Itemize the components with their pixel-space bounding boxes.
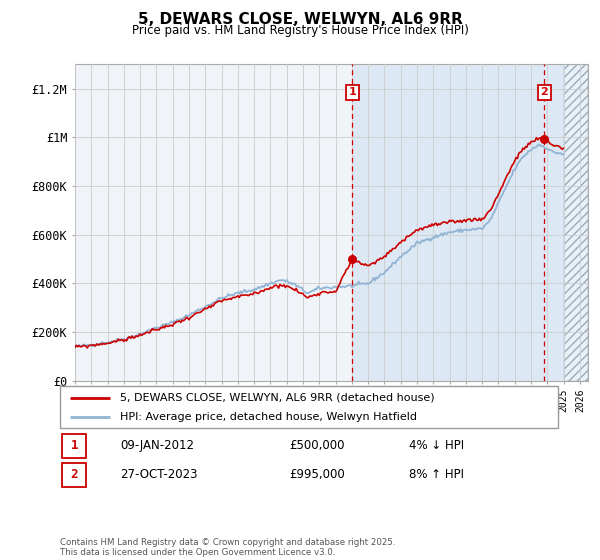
Bar: [352, 64, 588, 381]
Text: 1: 1: [349, 87, 356, 97]
Text: Price paid vs. HM Land Registry's House Price Index (HPI): Price paid vs. HM Land Registry's House …: [131, 24, 469, 36]
Text: HPI: Average price, detached house, Welwyn Hatfield: HPI: Average price, detached house, Welw…: [120, 412, 417, 422]
Text: 1: 1: [71, 439, 78, 452]
Text: 8% ↑ HPI: 8% ↑ HPI: [409, 468, 464, 482]
FancyBboxPatch shape: [62, 463, 86, 487]
Text: 27-OCT-2023: 27-OCT-2023: [120, 468, 197, 482]
Text: 5, DEWARS CLOSE, WELWYN, AL6 9RR (detached house): 5, DEWARS CLOSE, WELWYN, AL6 9RR (detach…: [120, 393, 434, 403]
Text: 09-JAN-2012: 09-JAN-2012: [120, 439, 194, 452]
Text: 2: 2: [71, 468, 78, 482]
Bar: [563, 64, 588, 381]
Text: £995,000: £995,000: [289, 468, 345, 482]
FancyBboxPatch shape: [62, 434, 86, 458]
Text: 2: 2: [541, 87, 548, 97]
FancyBboxPatch shape: [60, 386, 558, 428]
Text: 4% ↓ HPI: 4% ↓ HPI: [409, 439, 464, 452]
Text: £500,000: £500,000: [289, 439, 344, 452]
Text: 5, DEWARS CLOSE, WELWYN, AL6 9RR: 5, DEWARS CLOSE, WELWYN, AL6 9RR: [137, 12, 463, 27]
Text: Contains HM Land Registry data © Crown copyright and database right 2025.
This d: Contains HM Land Registry data © Crown c…: [60, 538, 395, 557]
Bar: [563, 64, 588, 381]
